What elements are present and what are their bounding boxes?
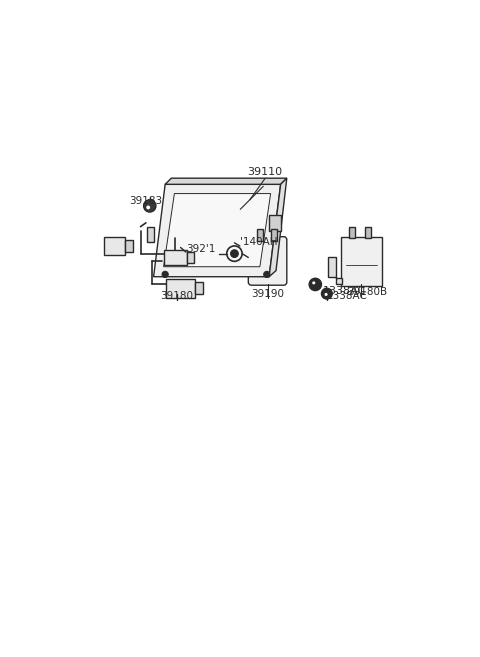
Text: 39190: 39190 xyxy=(251,289,284,299)
Text: 1338AC: 1338AC xyxy=(327,291,368,302)
Polygon shape xyxy=(125,240,133,252)
Circle shape xyxy=(144,200,156,212)
Circle shape xyxy=(312,281,315,284)
Polygon shape xyxy=(147,227,154,242)
Polygon shape xyxy=(195,282,203,294)
Text: 392'1: 392'1 xyxy=(186,244,216,254)
Polygon shape xyxy=(257,229,263,240)
Polygon shape xyxy=(349,227,355,238)
Text: 39183: 39183 xyxy=(129,196,162,206)
Polygon shape xyxy=(269,178,287,277)
Circle shape xyxy=(322,288,332,299)
Circle shape xyxy=(230,250,238,258)
Polygon shape xyxy=(165,178,287,185)
Polygon shape xyxy=(164,250,187,265)
Text: 39180B: 39180B xyxy=(348,286,388,297)
Polygon shape xyxy=(164,194,271,267)
Circle shape xyxy=(264,271,270,277)
FancyBboxPatch shape xyxy=(341,237,382,286)
Circle shape xyxy=(162,271,168,277)
Text: 1338AC: 1338AC xyxy=(323,286,366,296)
Polygon shape xyxy=(104,237,125,255)
Polygon shape xyxy=(365,227,371,238)
FancyBboxPatch shape xyxy=(248,237,287,285)
Polygon shape xyxy=(154,185,281,277)
Polygon shape xyxy=(269,215,281,231)
Circle shape xyxy=(146,206,150,210)
Text: 39180: 39180 xyxy=(160,291,193,302)
Text: '140AH: '140AH xyxy=(240,237,277,248)
Circle shape xyxy=(324,293,328,296)
Circle shape xyxy=(309,279,322,290)
Polygon shape xyxy=(271,229,277,240)
Polygon shape xyxy=(166,279,195,298)
Text: 39110: 39110 xyxy=(248,167,283,177)
Polygon shape xyxy=(187,252,194,263)
Polygon shape xyxy=(328,258,342,284)
